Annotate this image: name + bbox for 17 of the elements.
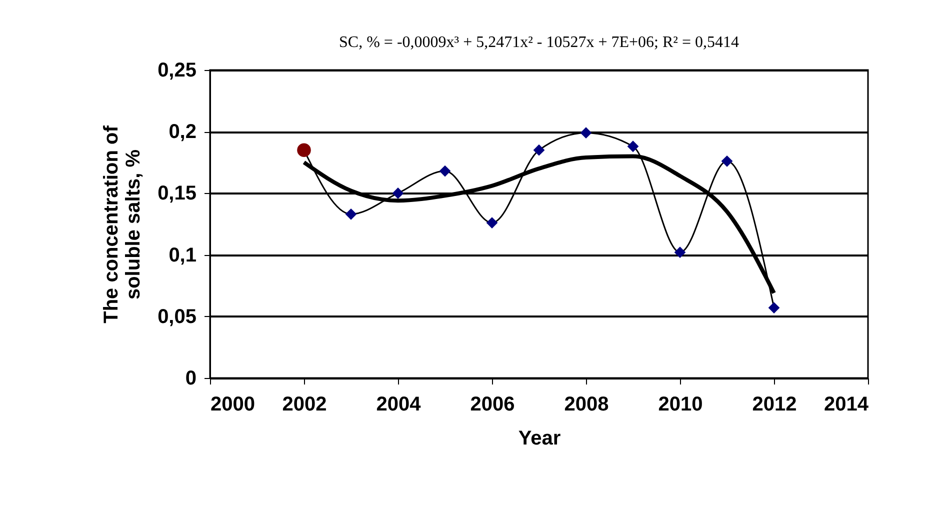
- y-tick-label: 0,1: [168, 244, 196, 266]
- x-tick-label: 2006: [470, 394, 515, 416]
- y-tick-label: 0: [185, 368, 196, 390]
- y-tick-label: 0,15: [158, 182, 196, 205]
- x-tick-label: 2014: [824, 394, 870, 416]
- x-tick-label: 2008: [564, 394, 609, 416]
- y-axis-title: The concentration of soluble salts, %: [100, 125, 145, 324]
- x-tick-label: 2002: [282, 394, 327, 416]
- x-tick-label: 2012: [752, 394, 797, 416]
- x-tick-label: 2010: [658, 394, 703, 416]
- x-axis-title: Year: [518, 428, 561, 450]
- chart-title: SC, % = -0,0009x³ + 5,2471x² - 10527x + 7E+06; R² = 0,5414: [339, 34, 739, 51]
- y-tick-label: 0,2: [168, 121, 196, 144]
- y-tick-label: 0,25: [158, 60, 196, 82]
- x-tick-label: 2004: [376, 394, 422, 416]
- y-tick-label: 0,05: [158, 306, 196, 328]
- x-tick-label: 2000: [210, 394, 255, 416]
